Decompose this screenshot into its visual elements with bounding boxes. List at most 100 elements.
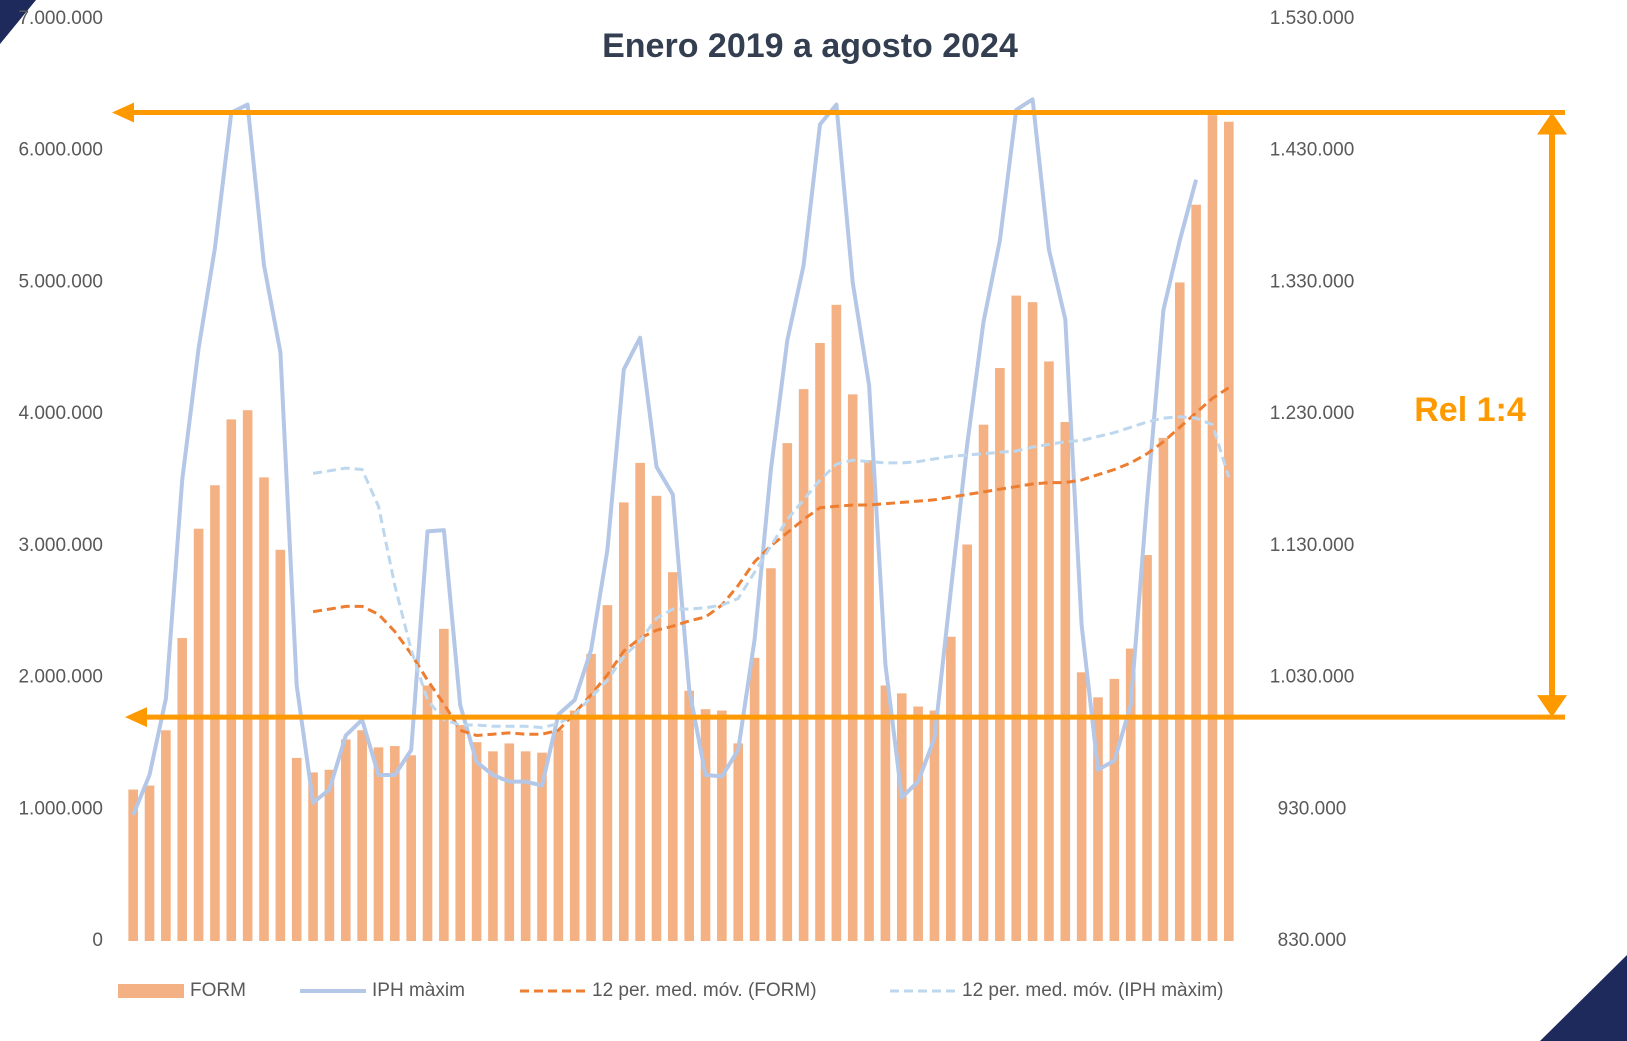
bar [1158, 437, 1169, 941]
bar [880, 685, 891, 941]
legend-label: 12 per. med. móv. (IPH màxim) [962, 980, 1224, 1001]
corner-decoration [0, 0, 36, 44]
bar [618, 502, 629, 941]
bar [815, 343, 825, 941]
bar [455, 724, 466, 941]
bar [1191, 204, 1201, 941]
bar [978, 424, 989, 941]
bar [569, 710, 580, 941]
bar [962, 544, 972, 941]
bar [1011, 295, 1022, 942]
y2-tick-label: 930.000 [1278, 798, 1347, 819]
bar [749, 657, 760, 941]
bar [831, 304, 842, 941]
y-tick-label: 0 [92, 930, 103, 951]
bar [913, 706, 923, 941]
bar [1044, 361, 1054, 941]
bar [929, 710, 940, 941]
bar [684, 690, 694, 941]
arrow-head [1537, 112, 1567, 135]
y-tick-label: 1.000.000 [18, 798, 103, 819]
bar [373, 747, 384, 941]
bar [946, 636, 956, 941]
bar [275, 549, 286, 941]
bar [1093, 697, 1103, 941]
y-tick-label: 2.000.000 [18, 667, 103, 688]
arrow-head [112, 102, 134, 123]
bar [210, 485, 220, 941]
bar [471, 742, 482, 941]
bar [668, 572, 678, 941]
bar [1027, 302, 1038, 942]
y-tick-label: 6.000.000 [18, 140, 103, 161]
bar [504, 743, 515, 941]
y2-tick-label: 1.530.000 [1270, 8, 1355, 29]
bar [995, 368, 1005, 941]
y2-tick-label: 1.030.000 [1270, 667, 1355, 688]
bar [340, 739, 351, 941]
legend-label: FORM [190, 980, 246, 1001]
bar [1224, 121, 1234, 942]
bar [308, 772, 318, 941]
bar [1076, 672, 1087, 941]
bar [242, 410, 253, 942]
y2-tick-label: 830.000 [1278, 930, 1347, 951]
bar [1207, 115, 1218, 941]
bar [553, 730, 564, 941]
bar [439, 628, 449, 941]
arrow-head [125, 707, 147, 728]
legend-label: 12 per. med. móv. (FORM) [592, 980, 817, 1001]
bar [128, 789, 138, 941]
bar [193, 528, 204, 941]
bar [733, 743, 744, 941]
bar [766, 568, 776, 941]
bar [177, 638, 188, 941]
bar [635, 462, 645, 941]
bar [144, 785, 155, 941]
bar [537, 752, 547, 941]
bar [717, 710, 727, 941]
line-series [312, 386, 1230, 737]
y-tick-label: 7.000.000 [18, 8, 103, 29]
line-series [131, 97, 1199, 816]
bar [357, 730, 367, 941]
bar [847, 394, 858, 941]
corner-decoration [1540, 955, 1627, 1041]
bar [161, 730, 171, 941]
bar [259, 477, 269, 941]
bar [488, 751, 498, 941]
bar [586, 653, 596, 941]
bar [1125, 648, 1136, 941]
bar [798, 389, 809, 941]
bar [422, 685, 433, 941]
bar [1060, 422, 1071, 941]
bar [390, 746, 400, 941]
y-tick-label: 5.000.000 [18, 271, 103, 292]
y2-tick-label: 1.330.000 [1270, 271, 1355, 292]
arrow-head [1537, 695, 1567, 718]
bar [324, 769, 335, 941]
legend-label: IPH màxim [372, 980, 465, 1001]
bar [864, 460, 874, 941]
bar [406, 755, 416, 941]
bar [896, 693, 907, 941]
bar [291, 757, 302, 941]
y-tick-label: 3.000.000 [18, 535, 103, 556]
legend-swatch [118, 984, 184, 998]
bar [226, 419, 237, 941]
bar [1174, 282, 1185, 941]
line-series [312, 415, 1231, 730]
y2-tick-label: 1.230.000 [1270, 403, 1355, 424]
bar [1109, 678, 1120, 941]
annotation: Rel 1:4 [1414, 391, 1526, 429]
bar [1142, 555, 1152, 941]
bar [520, 751, 531, 941]
bar [782, 443, 793, 941]
y2-tick-label: 1.130.000 [1270, 535, 1355, 556]
bar [700, 709, 711, 941]
y-tick-label: 4.000.000 [18, 403, 103, 424]
bar [602, 605, 613, 941]
chart-title: Enero 2019 a agosto 2024 [602, 27, 1018, 65]
y2-tick-label: 1.430.000 [1270, 140, 1355, 161]
